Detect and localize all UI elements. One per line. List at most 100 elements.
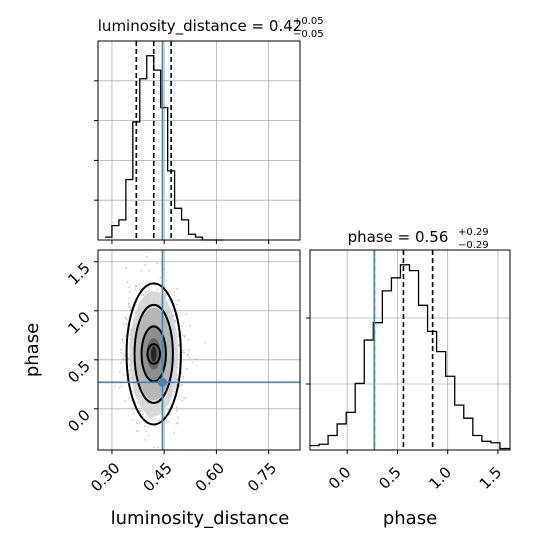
joint-sample-point [142,293,145,296]
phase-histogram-ticks [306,317,310,385]
luminosity-distance-title-minus: −0.05 [293,29,324,40]
joint-sample-point [124,317,127,320]
joint-sample-point [125,322,128,325]
luminosity-distance-tick-label: 0.30 [87,459,123,495]
joint-density-shading [129,291,179,417]
luminosity-distance-tick-label: 0.60 [192,459,228,495]
joint-sample-point [157,288,160,291]
joint-sample-point [128,305,130,308]
joint-sample-point [124,335,127,337]
joint-sample-point [124,400,127,403]
phase-histogram-frame [309,249,511,451]
joint-sample-point [120,351,123,354]
joint-sample-point [177,416,180,419]
joint-sample-point [120,348,123,351]
luminosity-distance-axis-label: luminosity_distance [111,508,290,529]
joint-sample-point [176,303,179,306]
joint-sample-point [149,415,152,418]
joint-sample-point [131,418,134,421]
joint-sample-point [157,419,160,422]
joint-density-contour [140,325,167,383]
joint-sample-point [147,286,150,288]
joint-sample-point [179,384,181,387]
joint-sample-point [144,439,147,441]
joint-sample-point [175,287,178,290]
joint-sample-point [129,306,132,308]
joint-sample-point [145,291,148,294]
joint-sample-point [159,276,162,279]
joint-sample-point [128,290,131,293]
joint-sample-point [178,362,181,365]
joint-sample-point [138,407,141,410]
joint-sample-point [144,264,147,266]
phase-histogram-tick-label: 1.5 [476,463,506,493]
joint-sample-point [134,288,137,291]
joint-sample-point [128,373,131,376]
joint-sample-point [121,339,124,342]
joint-sample-point [194,358,197,360]
phase-axis-label: phase [22,323,43,377]
joint-sample-point [175,377,178,380]
joint-sample-point [183,351,186,354]
joint-sample-point [174,388,177,390]
joint-sample-point [174,320,177,323]
luminosity-distance-histogram-grid [98,41,300,244]
joint-sample-point [138,409,141,412]
joint-sample-point [157,446,160,449]
joint-sample-point [204,341,207,344]
joint-sample-point [156,262,159,265]
joint-sample-point [127,397,130,400]
phase-x-axis-label: phase [383,508,437,529]
phase-quantile-lines [373,250,434,450]
joint-density-grid [94,250,300,454]
joint-sample-point [185,313,188,316]
joint-sample-point [148,269,151,272]
joint-sample-point [187,349,190,351]
phase-tick-label: 0.5 [64,357,94,387]
phase-histogram [310,264,510,450]
joint-sample-point [131,390,134,393]
joint-sample-point [178,344,181,347]
joint-sample-point [140,409,143,412]
joint-sample-point [145,280,148,283]
joint-sample-point [148,289,150,292]
joint-sample-point [182,349,185,352]
joint-sample-point [163,268,166,270]
joint-sample-point [134,284,137,287]
joint-sample-point [185,367,188,370]
joint-sample-point [131,407,134,410]
joint-sample-point [136,422,139,425]
luminosity-distance-histogram-ticks [94,80,98,201]
phase-tick-label: 1.5 [64,259,94,289]
luminosity-distance-tick-labels: 0.30 0.45 0.60 0.75 [87,459,280,495]
joint-sample-point [186,354,189,357]
luminosity-distance-tick-label: 0.75 [244,459,280,495]
joint-sample-point [147,434,150,437]
joint-sample-point [129,309,132,311]
joint-sample-point [182,321,185,324]
phase-histogram-tick-label: 0.0 [325,463,355,493]
joint-sample-point [127,357,130,360]
joint-sample-point [167,420,170,423]
joint-sample-point [118,371,121,373]
joint-sample-point [175,384,178,386]
joint-sample-point [164,294,167,297]
joint-sample-point [118,387,121,389]
joint-sample-point [164,292,166,295]
joint-sample-point [181,383,183,386]
joint-density-contour [133,303,174,404]
joint-sample-point [184,334,186,337]
joint-sample-point [123,354,126,357]
joint-sample-point [152,446,155,449]
joint-sample-point [122,352,125,355]
luminosity-distance-title-plus: +0.05 [293,16,324,27]
joint-sample-point [122,373,125,376]
joint-sample-point [182,334,184,337]
joint-sample-point [188,356,191,359]
joint-density-contour [125,282,182,426]
joint-sample-point [126,281,129,284]
joint-sample-point [164,295,166,298]
joint-sample-point [174,385,177,388]
joint-sample-point [123,358,125,361]
phase-histogram-tick-label: 1.0 [426,463,456,493]
